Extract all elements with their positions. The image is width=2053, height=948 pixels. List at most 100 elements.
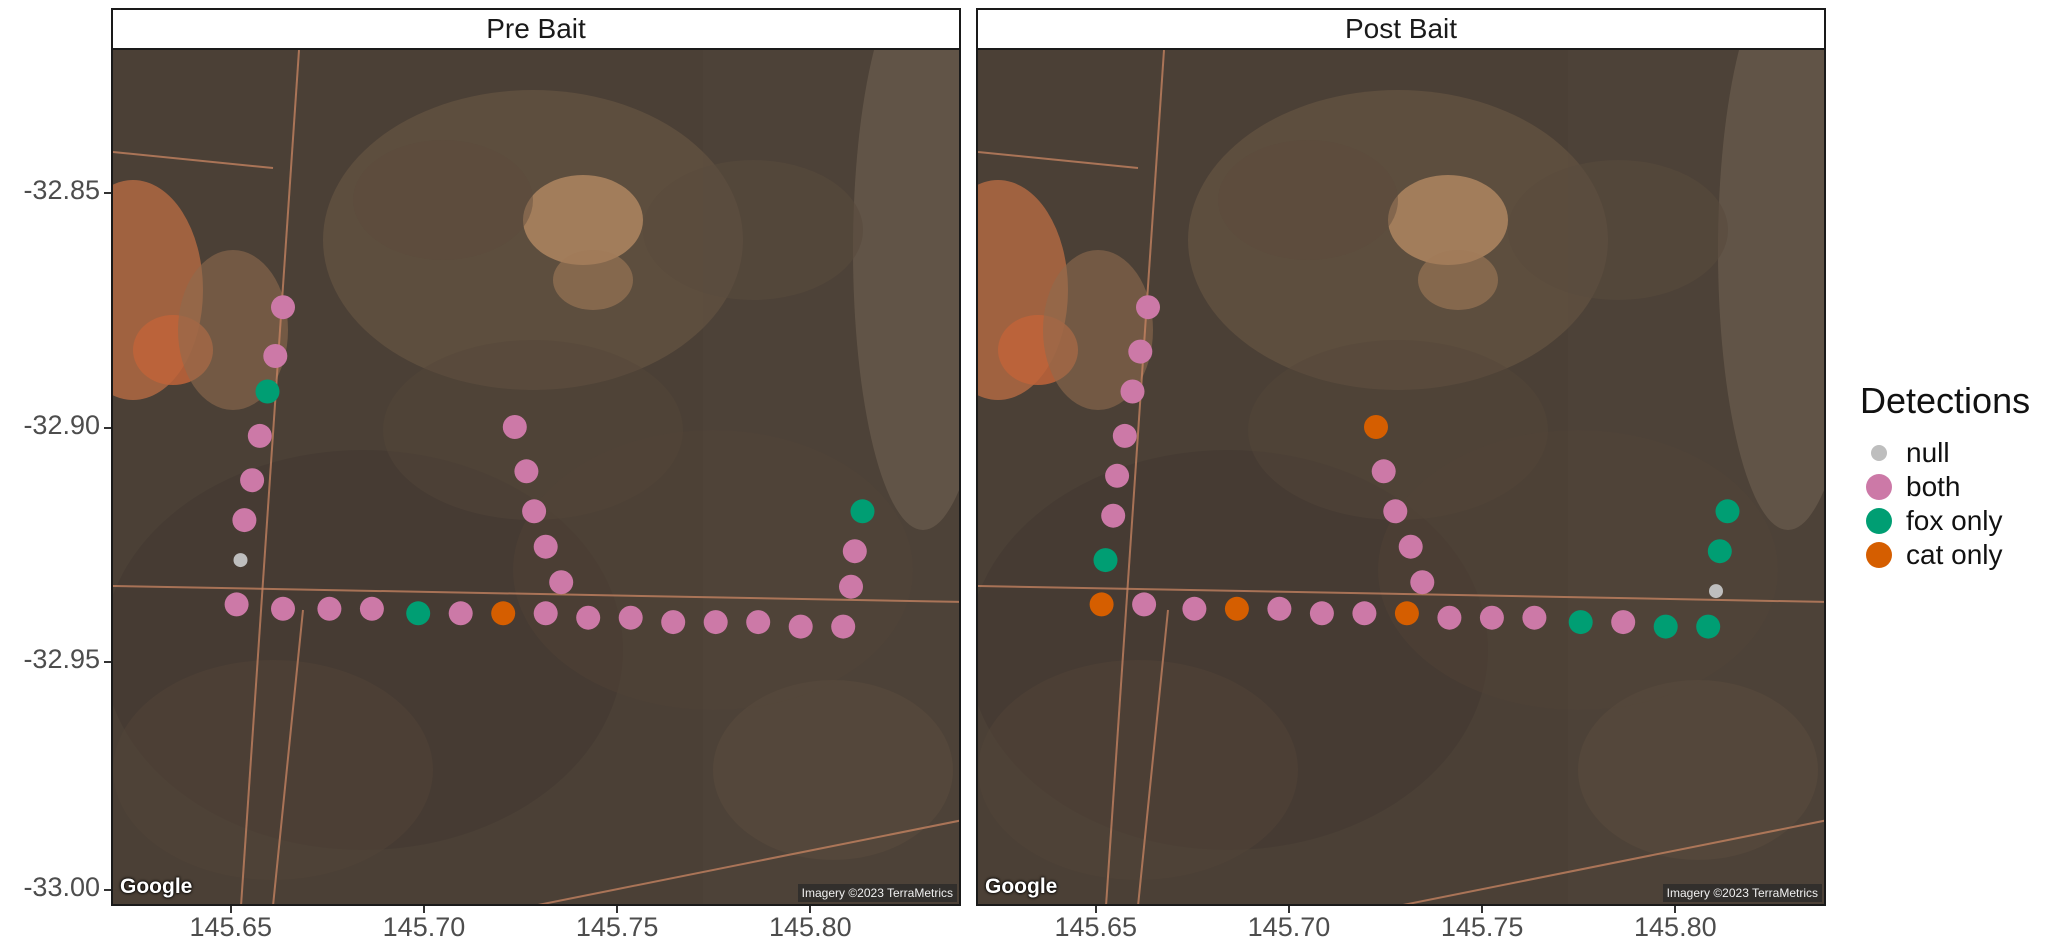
detection-point-both xyxy=(576,605,601,630)
legend: Detections null both fox only cat only xyxy=(1860,380,2030,572)
legend-dot xyxy=(1871,445,1887,461)
x-tick-label: 145.75 xyxy=(575,912,659,942)
legend-item-null: null xyxy=(1862,436,2030,470)
detection-point-cat-only xyxy=(1224,596,1249,621)
x-tick-label: 145.70 xyxy=(382,912,466,942)
satellite-map[interactable]: Google Imagery ©2023 TerraMetrics xyxy=(111,50,961,906)
detection-point-both xyxy=(263,344,288,368)
y-tick-mark xyxy=(104,661,111,663)
detection-point-both xyxy=(1132,592,1157,617)
panel-post-bait: Post Bait Google Imagery ©2023 TerraMetr… xyxy=(976,8,1826,906)
x-tick-mark xyxy=(1674,906,1677,913)
y-tick-label: -32.95 xyxy=(23,644,100,674)
detection-point-null xyxy=(1709,584,1723,599)
detection-point-both xyxy=(533,534,558,559)
detection-point-both xyxy=(1112,423,1137,448)
detection-point-both xyxy=(448,601,473,626)
detection-point-both xyxy=(549,570,574,595)
x-tick-label: 145.65 xyxy=(1054,912,1138,942)
detection-point-both xyxy=(1182,596,1207,621)
detection-point-cat-only xyxy=(491,601,516,626)
detection-point-both xyxy=(618,605,643,630)
panel-pre-bait: Pre Bait Google Imagery ©2023 TerraMetri… xyxy=(111,8,961,906)
detection-point-both xyxy=(533,601,558,626)
x-tick-mark xyxy=(616,906,619,913)
detection-point-both xyxy=(1101,503,1126,528)
x-tick-mark xyxy=(1094,906,1097,913)
detection-point-both xyxy=(271,295,295,320)
legend-item-cat-only: cat only xyxy=(1862,538,2030,572)
legend-dot xyxy=(1866,508,1892,534)
detection-point-both xyxy=(1522,605,1547,630)
detection-point-both xyxy=(502,415,527,439)
y-tick-label: -32.90 xyxy=(23,410,100,440)
detection-point-both xyxy=(1398,534,1423,559)
detection-point-both xyxy=(788,614,813,639)
detection-point-both xyxy=(842,539,867,564)
detection-point-fox-only xyxy=(255,379,280,404)
detection-point-fox-only xyxy=(1696,614,1721,639)
detection-point-both xyxy=(522,499,547,524)
detection-point-both xyxy=(224,592,249,617)
detection-point-both xyxy=(1479,605,1504,630)
y-tick-mark xyxy=(104,192,111,194)
detection-points xyxy=(1089,295,1740,639)
panel-title: Post Bait xyxy=(976,8,1826,50)
legend-dot xyxy=(1866,542,1892,568)
detection-point-both xyxy=(1128,339,1153,364)
detection-point-both xyxy=(271,596,295,621)
legend-item-both: both xyxy=(1862,470,2030,504)
detection-point-fox-only xyxy=(1715,499,1740,524)
detection-point-both xyxy=(1352,601,1377,626)
detection-point-both xyxy=(317,596,342,621)
legend-dot xyxy=(1866,474,1892,500)
x-tick-mark xyxy=(809,906,812,913)
detection-point-both xyxy=(1136,295,1160,320)
x-tick-label: 145.80 xyxy=(769,912,852,942)
x-tick-label: 145.80 xyxy=(1634,912,1717,942)
detection-point-null xyxy=(233,553,248,568)
detection-point-both xyxy=(247,423,272,448)
y-tick-mark xyxy=(104,889,111,891)
detection-point-both xyxy=(1120,379,1145,404)
detection-point-both xyxy=(1371,459,1396,484)
detection-point-both xyxy=(1611,610,1636,635)
detection-point-both xyxy=(240,468,265,493)
detection-point-both xyxy=(1267,596,1292,621)
imagery-attribution: Imagery ©2023 TerraMetrics xyxy=(1662,884,1822,902)
detection-point-fox-only xyxy=(850,499,875,524)
x-tick-label: 145.75 xyxy=(1440,912,1524,942)
detection-point-both xyxy=(746,610,771,635)
imagery-attribution: Imagery ©2023 TerraMetrics xyxy=(797,884,957,902)
detection-point-fox-only xyxy=(1568,610,1593,635)
x-tick-label: 145.70 xyxy=(1247,912,1331,942)
x-tick-label: 145.65 xyxy=(189,912,273,942)
y-tick-mark xyxy=(104,427,111,429)
x-tick-mark xyxy=(1287,906,1290,913)
detection-point-cat-only xyxy=(1364,415,1388,439)
detection-point-cat-only xyxy=(1089,592,1114,617)
x-tick-mark xyxy=(1481,906,1484,913)
detection-point-fox-only xyxy=(1653,614,1678,639)
x-tick-mark xyxy=(229,906,232,913)
detection-point-both xyxy=(359,596,384,621)
detection-point-both xyxy=(661,610,686,635)
satellite-imagery xyxy=(978,50,1824,904)
detection-point-both xyxy=(1410,570,1435,595)
detection-point-both xyxy=(1105,463,1130,488)
legend-label: cat only xyxy=(1906,539,2003,570)
detection-point-fox-only xyxy=(406,601,431,626)
y-tick-label: -32.85 xyxy=(23,175,100,205)
detection-point-both xyxy=(1437,605,1462,630)
detection-point-both xyxy=(1309,601,1334,626)
detection-point-both xyxy=(514,459,539,484)
detection-point-both xyxy=(1383,499,1408,524)
detection-point-both xyxy=(831,614,856,639)
detection-point-fox-only xyxy=(1093,548,1118,573)
legend-label: both xyxy=(1906,471,1961,502)
legend-label: null xyxy=(1906,437,1950,468)
google-logo: Google xyxy=(985,875,1058,898)
detection-point-cat-only xyxy=(1394,601,1419,626)
satellite-map[interactable]: Google Imagery ©2023 TerraMetrics xyxy=(976,50,1826,906)
detection-point-both xyxy=(703,610,728,635)
